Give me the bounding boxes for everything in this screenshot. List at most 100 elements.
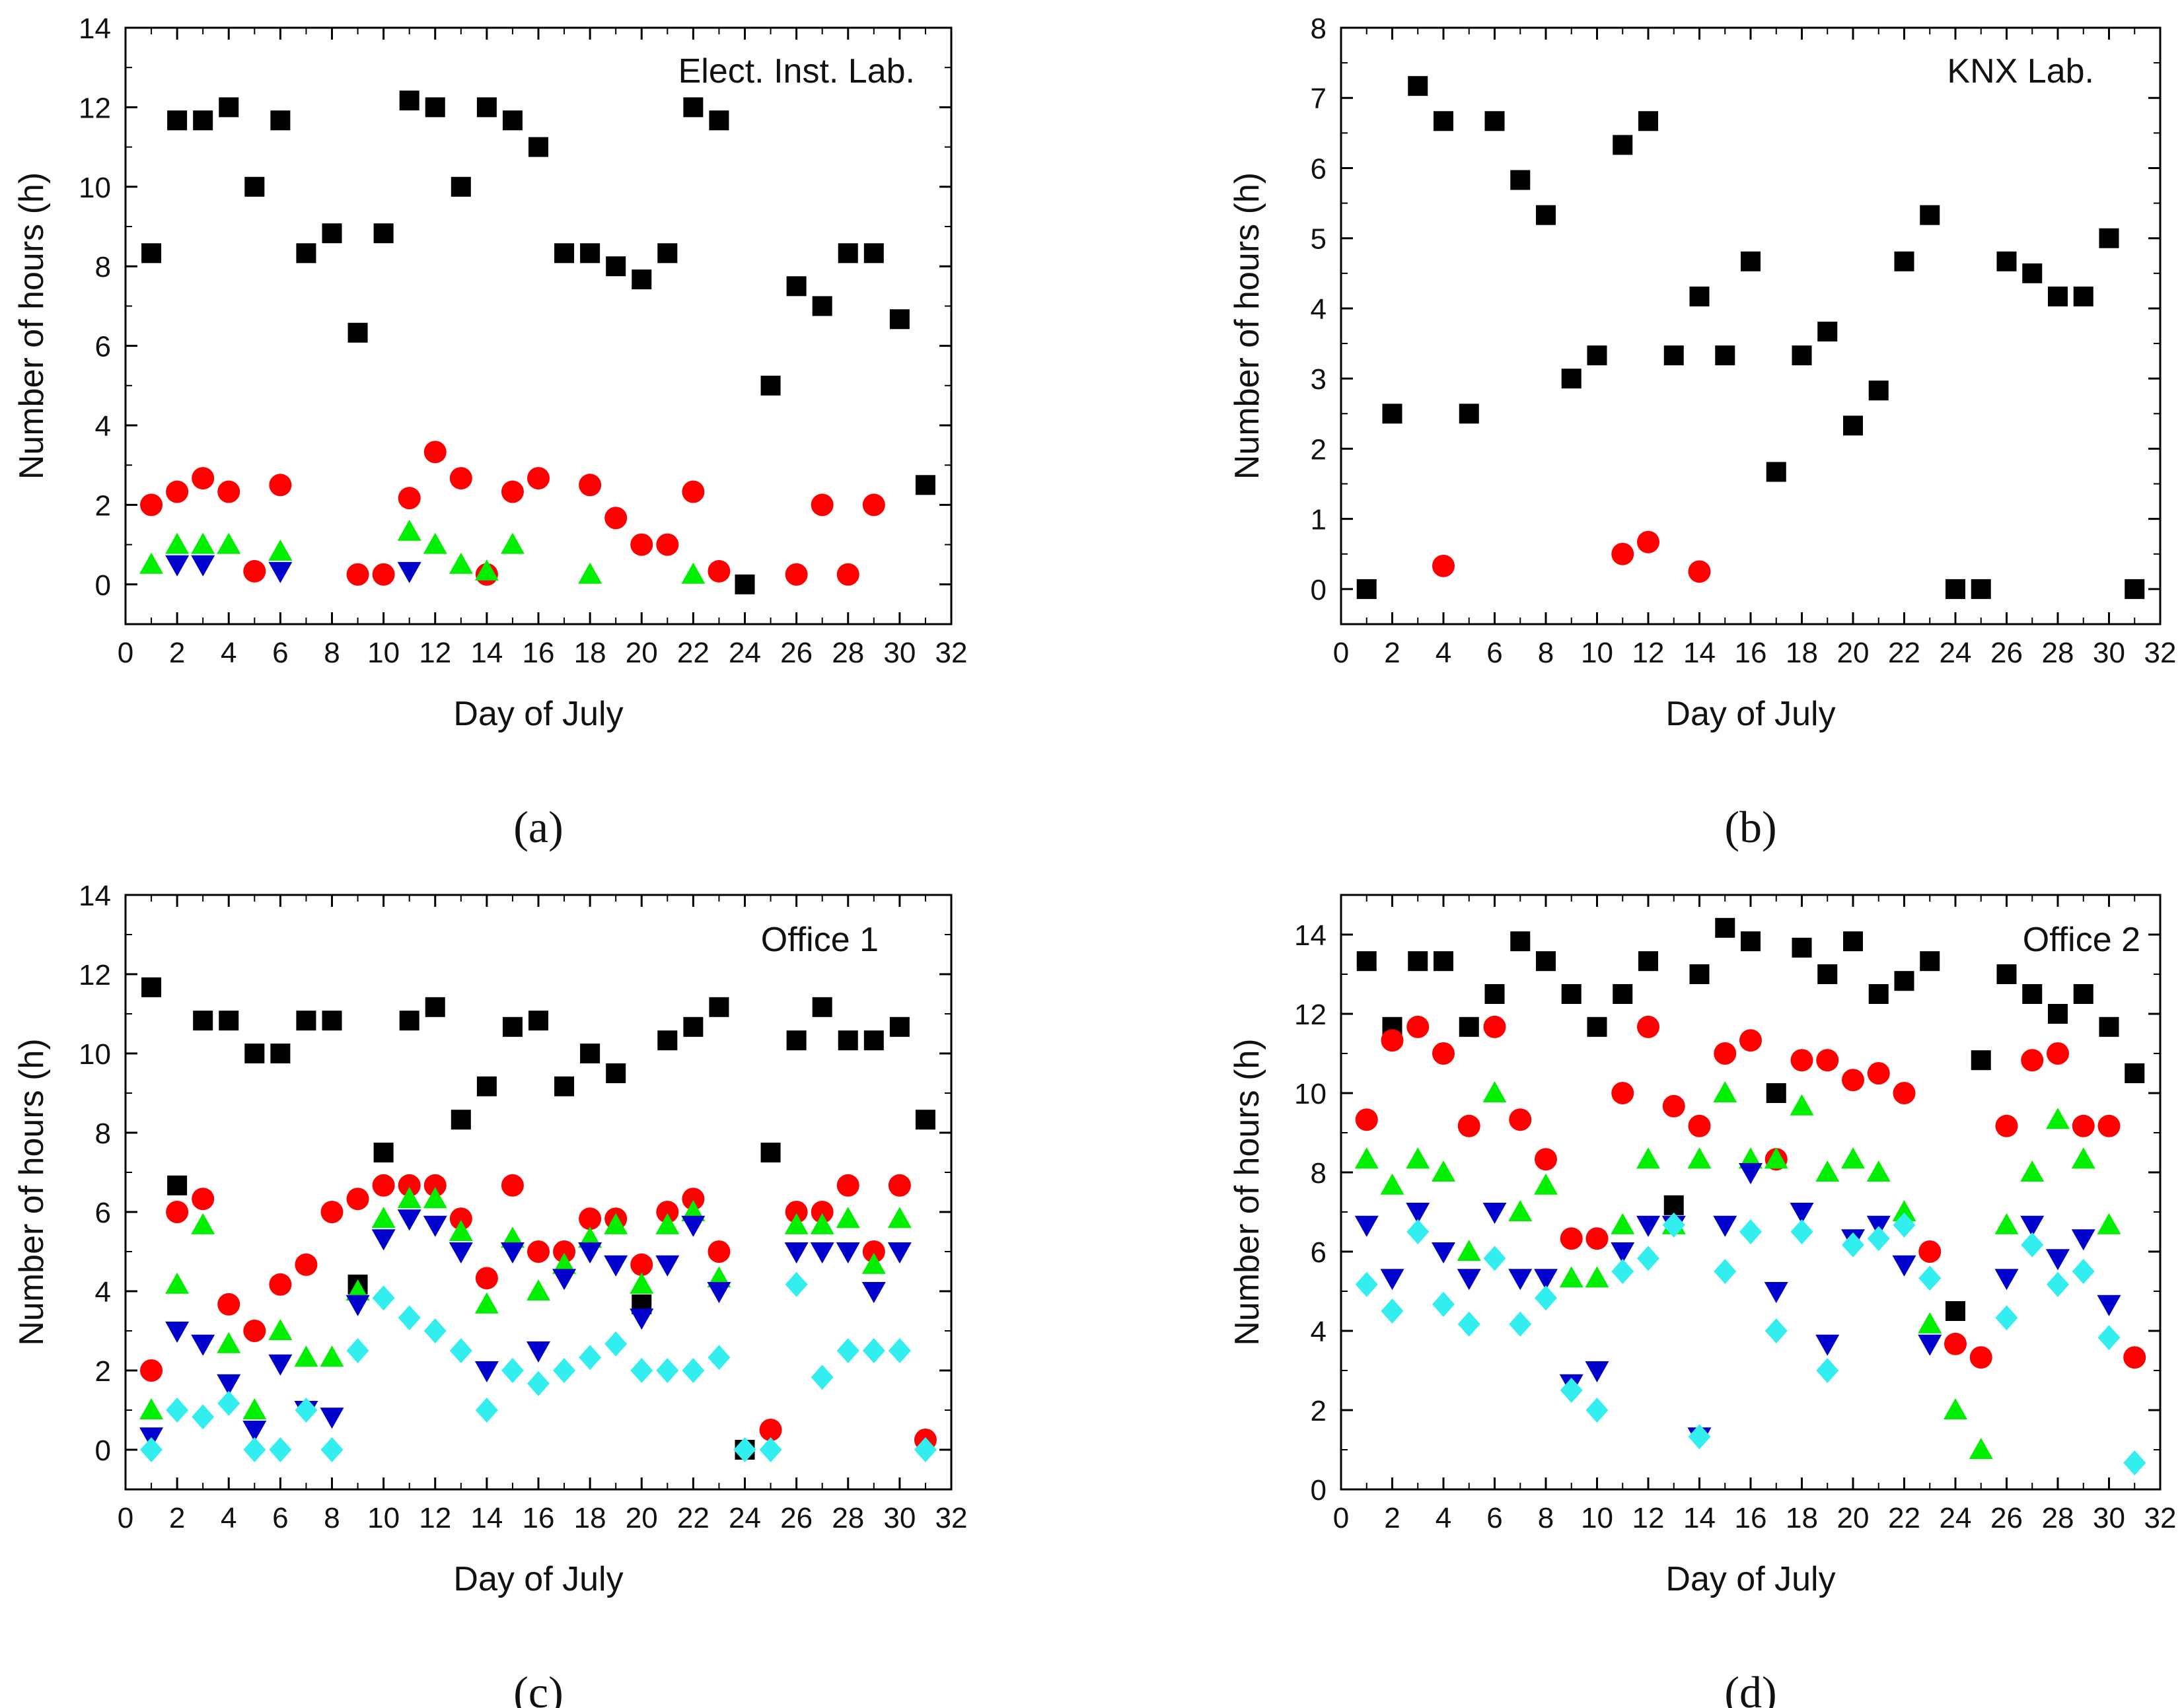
data-point-circle xyxy=(1637,530,1659,553)
x-tick-label: 12 xyxy=(1632,1502,1665,1534)
data-point-diamond xyxy=(1790,1219,1813,1244)
x-tick-label: 26 xyxy=(780,1502,813,1534)
x-tick-label: 2 xyxy=(1384,1502,1400,1534)
series-triangle-up xyxy=(139,1187,912,1419)
data-point-square xyxy=(554,1076,575,1096)
data-point-diamond xyxy=(1662,1212,1685,1238)
panel-annotation: Office 1 xyxy=(761,921,879,959)
data-point-triangle-down xyxy=(217,1374,241,1396)
data-point-circle xyxy=(320,1201,344,1223)
data-point-circle xyxy=(1381,1029,1404,1052)
x-tick-label: 26 xyxy=(780,637,813,669)
data-point-square xyxy=(1408,76,1428,96)
data-point-diamond xyxy=(604,1331,628,1357)
data-point-triangle-up xyxy=(681,562,706,584)
data-point-triangle-up xyxy=(1841,1147,1865,1169)
data-point-triangle-down xyxy=(242,1421,267,1442)
data-point-circle xyxy=(1688,560,1711,583)
series-square xyxy=(141,977,935,1460)
data-point-square xyxy=(1459,404,1479,424)
data-point-triangle-up xyxy=(1482,1081,1507,1102)
x-tick-label: 6 xyxy=(272,637,288,669)
data-point-square xyxy=(812,997,832,1017)
data-point-triangle-up xyxy=(1406,1147,1430,1169)
data-point-diamond xyxy=(1739,1219,1762,1244)
data-point-circle xyxy=(372,1174,395,1197)
series-circle xyxy=(1432,530,1711,583)
data-point-triangle-up xyxy=(217,532,241,554)
data-point-square xyxy=(1817,321,1838,341)
data-point-square xyxy=(1689,964,1710,984)
data-point-circle xyxy=(501,480,524,503)
data-point-circle xyxy=(423,441,447,464)
data-point-triangle-down xyxy=(887,1242,912,1263)
data-point-triangle-up xyxy=(810,1213,834,1234)
data-point-diamond xyxy=(656,1358,679,1383)
data-point-circle xyxy=(1944,1332,1967,1355)
x-tick-label: 16 xyxy=(1735,637,1767,669)
y-tick-label: 6 xyxy=(1311,153,1327,185)
data-point-diamond xyxy=(217,1390,240,1416)
data-point-square xyxy=(709,997,729,1017)
y-tick-label: 14 xyxy=(79,13,111,45)
data-point-square xyxy=(1715,917,1735,938)
y-tick-label: 6 xyxy=(1311,1236,1327,1269)
data-point-diamond xyxy=(888,1338,911,1363)
data-point-triangle-down xyxy=(500,1242,525,1263)
data-point-diamond xyxy=(1406,1219,1430,1244)
data-point-circle xyxy=(1432,1042,1455,1065)
data-point-triangle-down xyxy=(165,555,190,577)
data-point-square xyxy=(347,322,368,343)
data-point-triangle-up xyxy=(784,1213,809,1234)
data-point-square xyxy=(1587,1016,1607,1037)
data-point-triangle-up xyxy=(1815,1160,1840,1182)
y-tick-label: 2 xyxy=(95,489,111,522)
data-point-square xyxy=(141,977,162,997)
data-point-circle xyxy=(140,1359,163,1382)
data-point-triangle-up xyxy=(1534,1173,1558,1195)
data-point-triangle-up xyxy=(191,1213,215,1234)
y-tick-label: 3 xyxy=(1311,363,1327,396)
data-point-diamond xyxy=(1764,1318,1788,1343)
data-point-triangle-up xyxy=(474,1292,499,1314)
data-point-triangle-down xyxy=(371,1229,396,1251)
data-point-triangle-down xyxy=(810,1242,834,1263)
data-point-square xyxy=(270,110,291,131)
data-point-square xyxy=(1689,286,1710,306)
y-axis-label: Number of hours (h) xyxy=(1228,172,1266,480)
data-point-diamond xyxy=(320,1437,344,1462)
data-point-circle xyxy=(295,1253,318,1276)
data-point-diamond xyxy=(811,1365,834,1390)
y-tick-label: 8 xyxy=(95,1118,111,1150)
data-point-triangle-down xyxy=(397,1209,421,1231)
y-tick-label: 8 xyxy=(95,251,111,283)
data-point-circle xyxy=(1406,1015,1430,1038)
series-circle xyxy=(1355,1015,2146,1369)
data-point-square xyxy=(2099,1016,2119,1037)
data-point-diamond xyxy=(1918,1265,1942,1291)
x-tick-label: 8 xyxy=(324,1502,340,1534)
data-point-square xyxy=(528,137,548,157)
data-point-triangle-up xyxy=(1687,1147,1712,1169)
data-point-diamond xyxy=(1637,1246,1659,1271)
data-point-square xyxy=(606,256,626,277)
data-point-square xyxy=(1843,931,1863,952)
data-point-circle xyxy=(1995,1114,2018,1137)
data-point-triangle-down xyxy=(2046,1249,2070,1271)
data-point-square xyxy=(1536,205,1556,225)
data-point-square xyxy=(2022,984,2043,1004)
data-point-circle xyxy=(243,1320,266,1342)
data-point-circle xyxy=(1867,1062,1890,1085)
data-point-triangle-up xyxy=(268,539,293,561)
data-point-diamond xyxy=(2097,1325,2121,1351)
data-point-square xyxy=(373,1143,394,1162)
data-point-square xyxy=(296,1011,316,1031)
data-point-triangle-down xyxy=(630,1308,654,1330)
data-point-circle xyxy=(708,559,731,583)
x-tick-label: 6 xyxy=(1486,637,1502,669)
panel-caption: (c) xyxy=(513,1667,563,1708)
data-point-square xyxy=(554,243,575,264)
data-point-triangle-down xyxy=(268,1354,293,1376)
data-point-diamond xyxy=(346,1338,369,1363)
